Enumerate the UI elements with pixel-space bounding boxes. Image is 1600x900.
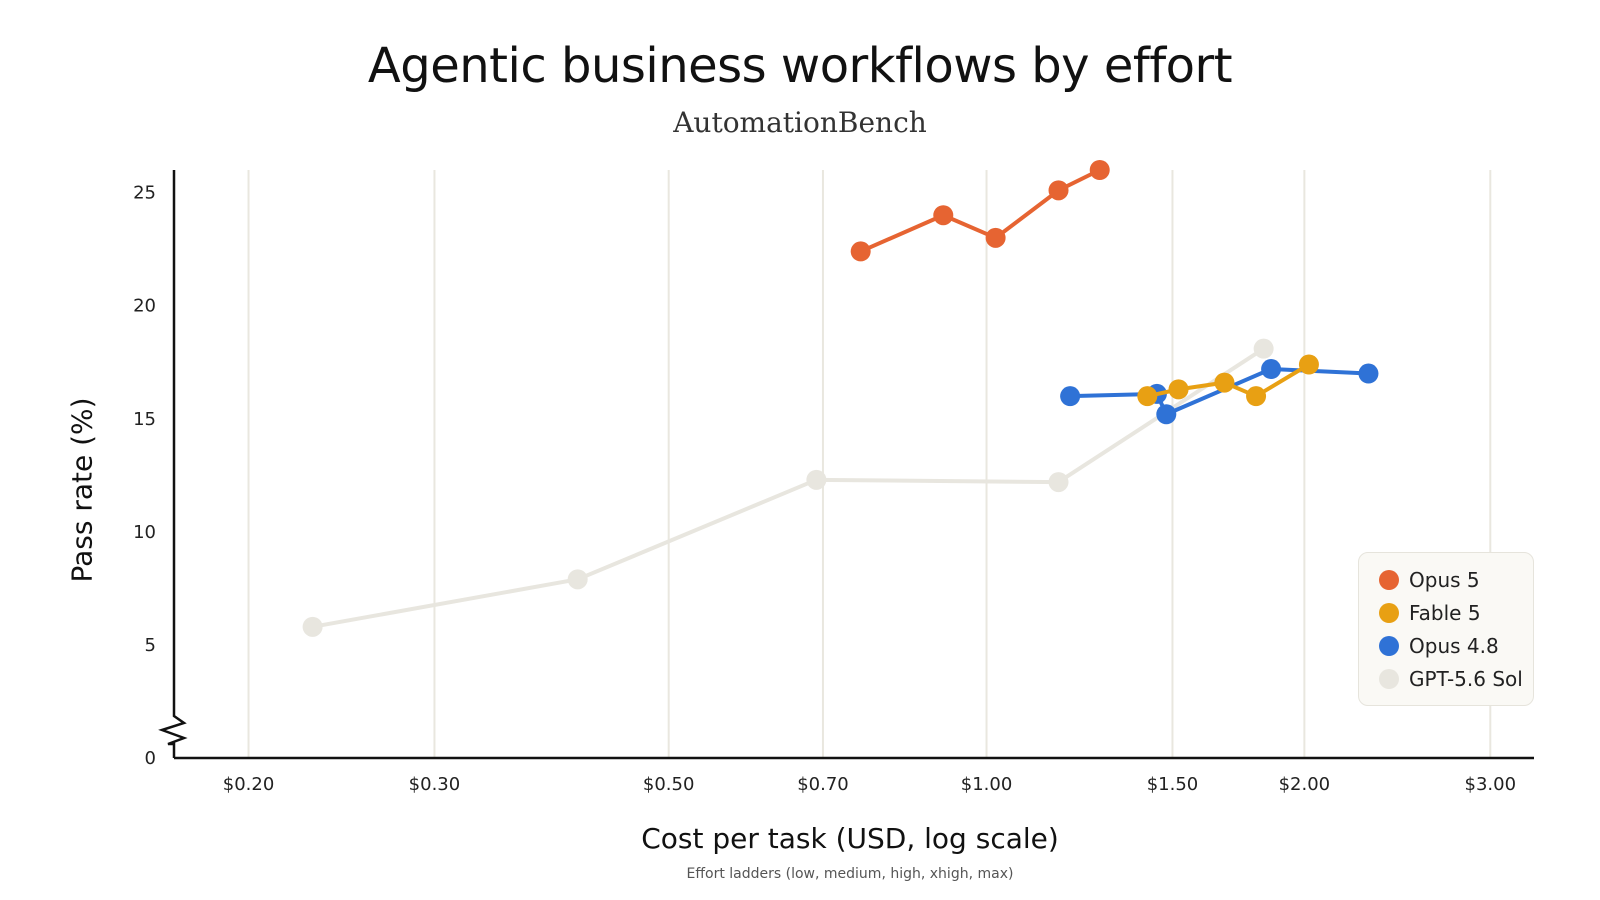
x-tick-label: $1.00 (961, 774, 1013, 795)
data-point-opus-4-8 (1060, 386, 1081, 407)
x-tick-label: $0.70 (797, 774, 849, 795)
legend-label: Fable 5 (1409, 600, 1481, 625)
y-tick-label: 25 (133, 183, 156, 204)
x-tick-label: $0.30 (409, 774, 461, 795)
legend-item: Opus 4.8 (1379, 629, 1533, 662)
chart-title: Agentic business workflows by effort (367, 38, 1233, 94)
data-point-opus-5 (1048, 180, 1069, 201)
series-line-gpt-5-6-sol (310, 346, 1266, 629)
data-point-gpt-5-6-sol (806, 469, 827, 490)
y-tick-label: 10 (133, 522, 156, 543)
data-point-fable-5 (1246, 386, 1267, 407)
data-point-gpt-5-6-sol (1253, 338, 1274, 359)
chart-footnote: Effort ladders (low, medium, high, xhigh… (686, 866, 1014, 882)
data-point-fable-5 (1298, 354, 1319, 375)
x-axis-label: Cost per task (USD, log scale) (641, 822, 1059, 855)
data-point-opus-5 (850, 241, 871, 262)
data-point-opus-5 (933, 205, 954, 226)
data-point-opus-4-8 (1156, 404, 1177, 425)
data-point-fable-5 (1214, 372, 1235, 393)
data-point-fable-5 (1137, 386, 1158, 407)
legend-label: GPT-5.6 Sol (1409, 666, 1523, 691)
legend-item: GPT-5.6 Sol (1379, 662, 1533, 695)
y-axis-label: Pass rate (%) (65, 397, 99, 583)
x-tick-label: $0.50 (643, 774, 695, 795)
y-tick-label: 15 (133, 409, 156, 430)
y-tick-label: 20 (133, 296, 156, 317)
data-point-opus-5 (985, 227, 1006, 248)
x-tick-label: $3.00 (1465, 774, 1517, 795)
legend-swatch (1379, 668, 1399, 689)
y-tick-label: 0 (145, 748, 156, 769)
legend-swatch (1379, 569, 1399, 590)
x-tick-label: $0.20 (223, 774, 275, 795)
data-point-opus-4-8 (1358, 363, 1379, 384)
data-point-opus-4-8 (1261, 359, 1282, 380)
legend-swatch (1379, 635, 1399, 656)
data-point-gpt-5-6-sol (302, 616, 323, 637)
x-tick-label: $2.00 (1279, 774, 1331, 795)
data-point-opus-5 (1089, 160, 1110, 180)
legend-label: Opus 5 (1409, 567, 1480, 592)
legend-label: Opus 4.8 (1409, 633, 1499, 658)
chart-subtitle: AutomationBench (673, 106, 927, 139)
legend: Opus 5 Fable 5 Opus 4.8 GPT-5.6 Sol (1358, 552, 1534, 706)
legend-swatch (1379, 602, 1399, 623)
y-tick-label: 5 (145, 635, 156, 656)
x-tick-label: $1.50 (1147, 774, 1199, 795)
legend-item: Fable 5 (1379, 596, 1533, 629)
legend-item: Opus 5 (1379, 563, 1533, 596)
data-point-gpt-5-6-sol (1048, 472, 1069, 493)
data-point-gpt-5-6-sol (567, 569, 588, 590)
data-point-fable-5 (1168, 379, 1189, 400)
y-axis (158, 170, 188, 758)
